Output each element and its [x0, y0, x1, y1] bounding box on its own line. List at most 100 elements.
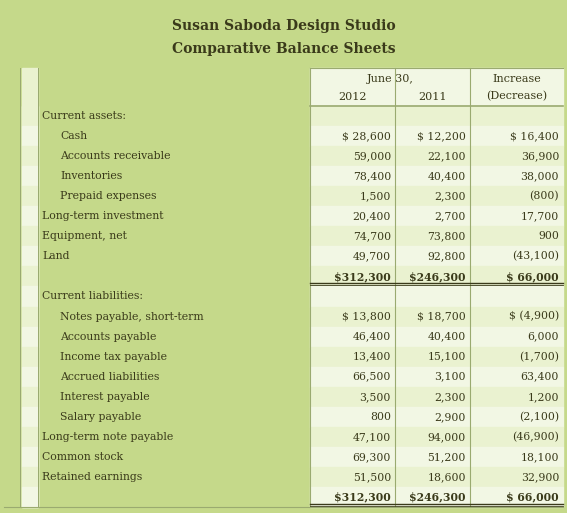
Bar	[22, 447, 38, 467]
Bar	[22, 126, 38, 146]
Text: Salary payable: Salary payable	[60, 412, 141, 422]
Bar	[22, 166, 38, 186]
Text: 2,300: 2,300	[434, 392, 466, 402]
Bar	[22, 306, 38, 327]
Bar	[4, 286, 20, 306]
Bar	[310, 327, 563, 347]
Bar	[22, 306, 38, 327]
Bar	[22, 407, 38, 427]
Text: (43,100): (43,100)	[512, 251, 559, 262]
Bar	[22, 106, 38, 126]
Text: 3,500: 3,500	[359, 392, 391, 402]
Bar	[4, 467, 20, 487]
Text: $ 13,800: $ 13,800	[342, 311, 391, 322]
Text: Notes payable, short-term: Notes payable, short-term	[60, 311, 204, 322]
Text: 59,000: 59,000	[353, 151, 391, 161]
Text: 78,400: 78,400	[353, 171, 391, 181]
Text: Interest payable: Interest payable	[60, 392, 150, 402]
Text: 63,400: 63,400	[521, 372, 559, 382]
Bar	[22, 146, 38, 166]
Bar	[22, 367, 38, 387]
Text: Accounts receivable: Accounts receivable	[60, 151, 171, 161]
Text: 46,400: 46,400	[353, 331, 391, 342]
Bar	[310, 146, 563, 166]
Bar	[22, 447, 38, 467]
Bar	[22, 286, 38, 306]
Text: 47,100: 47,100	[353, 432, 391, 442]
Text: 40,400: 40,400	[428, 171, 466, 181]
Text: 2011: 2011	[418, 91, 447, 102]
Text: 13,400: 13,400	[353, 351, 391, 362]
Text: 1,500: 1,500	[359, 191, 391, 201]
Bar	[22, 407, 38, 427]
Text: 69,300: 69,300	[353, 452, 391, 462]
Bar	[310, 367, 563, 387]
Text: 2,900: 2,900	[435, 412, 466, 422]
Text: $ 28,600: $ 28,600	[342, 131, 391, 141]
Bar	[310, 407, 563, 427]
Text: 36,900: 36,900	[521, 151, 559, 161]
Bar	[4, 68, 20, 507]
Bar	[22, 286, 38, 306]
Text: 20,400: 20,400	[353, 211, 391, 221]
Text: Land: Land	[42, 251, 70, 262]
Text: 66,500: 66,500	[353, 372, 391, 382]
Bar	[22, 347, 38, 367]
Bar	[22, 146, 38, 166]
Text: 32,900: 32,900	[521, 472, 559, 482]
Bar	[310, 106, 563, 126]
Bar	[310, 487, 563, 507]
Text: 51,200: 51,200	[428, 452, 466, 462]
Text: 3,100: 3,100	[434, 372, 466, 382]
Text: Increase: Increase	[492, 74, 541, 85]
Bar	[22, 206, 38, 226]
Bar	[310, 447, 563, 467]
Bar	[310, 246, 563, 266]
Bar	[22, 427, 38, 447]
Text: 1,200: 1,200	[527, 392, 559, 402]
Text: 2,300: 2,300	[434, 191, 466, 201]
Text: Inventories: Inventories	[60, 171, 122, 181]
Text: Comparative Balance Sheets: Comparative Balance Sheets	[172, 42, 395, 56]
Text: $246,300: $246,300	[409, 491, 466, 502]
Text: (46,900): (46,900)	[512, 431, 559, 442]
Bar	[22, 467, 38, 487]
Text: 18,100: 18,100	[521, 452, 559, 462]
Text: (2,100): (2,100)	[519, 411, 559, 422]
Text: (Decrease): (Decrease)	[486, 91, 547, 102]
Bar	[22, 68, 38, 507]
Bar	[22, 186, 38, 206]
Text: 15,100: 15,100	[428, 351, 466, 362]
Bar	[22, 266, 38, 286]
Text: 900: 900	[538, 231, 559, 241]
Text: 800: 800	[370, 412, 391, 422]
Bar	[22, 206, 38, 226]
Bar	[22, 467, 38, 487]
Bar	[310, 306, 563, 327]
Text: Cash: Cash	[60, 131, 87, 141]
Bar	[22, 487, 38, 507]
Bar	[4, 487, 20, 507]
Bar	[310, 186, 563, 206]
Bar	[4, 246, 20, 266]
Bar	[4, 387, 20, 407]
Bar	[22, 347, 38, 367]
Text: 92,800: 92,800	[428, 251, 466, 262]
Text: 38,000: 38,000	[521, 171, 559, 181]
Bar	[310, 166, 563, 186]
Text: 40,400: 40,400	[428, 331, 466, 342]
Text: 18,600: 18,600	[428, 472, 466, 482]
Bar	[4, 106, 20, 126]
Text: Income tax payable: Income tax payable	[60, 351, 167, 362]
Text: $ 66,000: $ 66,000	[506, 491, 559, 502]
Text: 6,000: 6,000	[527, 331, 559, 342]
Bar	[22, 246, 38, 266]
Text: Long-term investment: Long-term investment	[42, 211, 163, 221]
Text: June 30,: June 30,	[366, 74, 413, 85]
Bar	[22, 166, 38, 186]
Bar	[4, 146, 20, 166]
Bar	[0, 0, 567, 68]
Bar	[22, 226, 38, 246]
Bar	[4, 306, 20, 327]
Text: $ 66,000: $ 66,000	[506, 271, 559, 282]
